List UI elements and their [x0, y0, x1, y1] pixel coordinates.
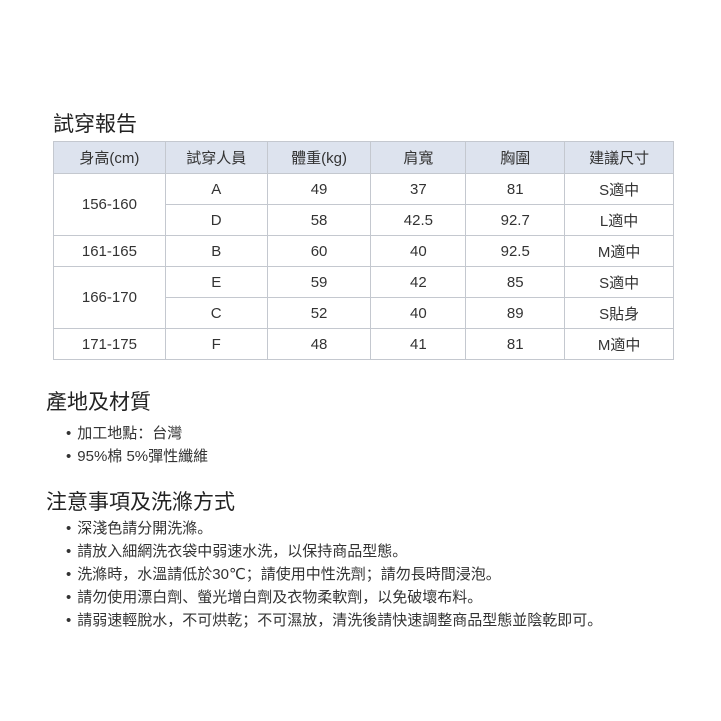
shoulder-cell: 41	[370, 328, 467, 360]
weight-cell: 60	[266, 235, 372, 267]
chest-cell: 81	[465, 328, 566, 360]
list-item: 洗滌時，水溫請低於30℃；請使用中性洗劑；請勿長時間浸泡。	[66, 563, 602, 586]
chest-cell: 85	[465, 266, 566, 298]
table-row: 161-165 B 60 40 92.5 M適中	[53, 235, 674, 267]
table-row: 171-175 F 48 41 81 M適中	[53, 328, 674, 360]
weight-cell: 48	[266, 328, 372, 360]
height-range-cell: 161-165	[53, 235, 166, 267]
fitting-report-title: 試穿報告	[53, 113, 137, 136]
table-header-row: 身高(cm) 試穿人員 體重(kg) 肩寬 胸圍 建議尺寸	[53, 141, 674, 174]
weight-cell: 59	[266, 266, 372, 298]
care-list: 深淺色請分開洗滌。 請放入細網洗衣袋中弱速水洗，以保持商品型態。 洗滌時，水溫請…	[66, 517, 602, 632]
size-cell: S貼身	[564, 297, 674, 329]
list-item: 深淺色請分開洗滌。	[66, 517, 602, 540]
height-range-cell: 156-160	[53, 173, 166, 236]
table-row: C 52 40 89 S貼身	[54, 297, 674, 329]
person-cell: C	[164, 297, 268, 329]
weight-cell: 52	[266, 297, 372, 329]
column-header: 肩寬	[370, 141, 467, 174]
list-item: 請勿使用漂白劑、螢光增白劑及衣物柔軟劑，以免破壞布料。	[66, 586, 602, 609]
list-item: 請放入細網洗衣袋中弱速水洗，以保持商品型態。	[66, 540, 602, 563]
size-cell: L適中	[564, 204, 674, 236]
person-cell: E	[164, 266, 268, 298]
size-cell: M適中	[564, 328, 674, 360]
height-range-cell: 171-175	[53, 328, 166, 360]
chest-cell: 81	[465, 173, 566, 205]
shoulder-cell: 40	[370, 297, 467, 329]
column-header: 身高(cm)	[53, 141, 166, 174]
care-title: 注意事項及洗滌方式	[46, 491, 235, 514]
chest-cell: 92.5	[465, 235, 566, 267]
person-cell: B	[164, 235, 268, 267]
column-header: 試穿人員	[164, 141, 268, 174]
column-header: 建議尺寸	[564, 141, 674, 174]
weight-cell: 58	[266, 204, 372, 236]
weight-cell: 49	[266, 173, 372, 205]
list-item: 95%棉 5%彈性纖維	[66, 445, 208, 468]
table-row: 156-160 A 49 37 81 S適中	[53, 173, 674, 236]
chest-cell: 89	[465, 297, 566, 329]
column-header: 胸圍	[465, 141, 566, 174]
person-cell: D	[164, 204, 268, 236]
size-cell: M適中	[564, 235, 674, 267]
origin-title: 產地及材質	[46, 391, 151, 414]
list-item: 請弱速輕脫水，不可烘乾；不可濕放，清洗後請快速調整商品型態並陰乾即可。	[66, 609, 602, 632]
shoulder-cell: 42	[370, 266, 467, 298]
column-header: 體重(kg)	[266, 141, 372, 174]
shoulder-cell: 37	[370, 173, 467, 205]
size-cell: S適中	[564, 173, 674, 205]
list-item: 加工地點：台灣	[66, 422, 208, 445]
table-row: 166-170 E 59 42 85 S適中	[53, 266, 674, 329]
person-cell: A	[164, 173, 268, 205]
fitting-report-table: 身高(cm) 試穿人員 體重(kg) 肩寬 胸圍 建議尺寸 156-160 A 49…	[53, 141, 674, 360]
origin-list: 加工地點：台灣 95%棉 5%彈性纖維	[66, 422, 208, 468]
chest-cell: 92.7	[465, 204, 566, 236]
height-range-cell: 166-170	[53, 266, 166, 329]
person-cell: F	[164, 328, 268, 360]
shoulder-cell: 40	[370, 235, 467, 267]
size-cell: S適中	[564, 266, 674, 298]
shoulder-cell: 42.5	[370, 204, 467, 236]
